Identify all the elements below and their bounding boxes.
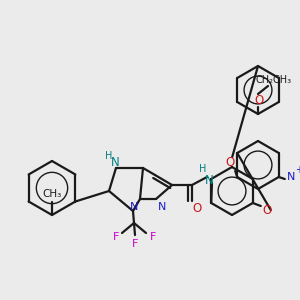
Text: O: O (254, 94, 264, 106)
Text: N: N (158, 202, 166, 212)
Text: F: F (113, 232, 119, 242)
Text: N: N (111, 155, 119, 169)
Text: N: N (286, 172, 295, 182)
Text: F: F (150, 232, 156, 242)
Text: +: + (295, 165, 300, 175)
Text: CH₃: CH₃ (42, 189, 62, 199)
Text: H: H (199, 164, 207, 174)
Text: CH₂CH₃: CH₂CH₃ (256, 75, 292, 85)
Text: N: N (130, 202, 138, 212)
Text: N: N (205, 173, 213, 187)
Text: O: O (226, 157, 235, 169)
Text: F: F (132, 239, 138, 249)
Text: H: H (105, 151, 113, 161)
Text: O: O (192, 202, 202, 215)
Text: O: O (262, 203, 272, 217)
